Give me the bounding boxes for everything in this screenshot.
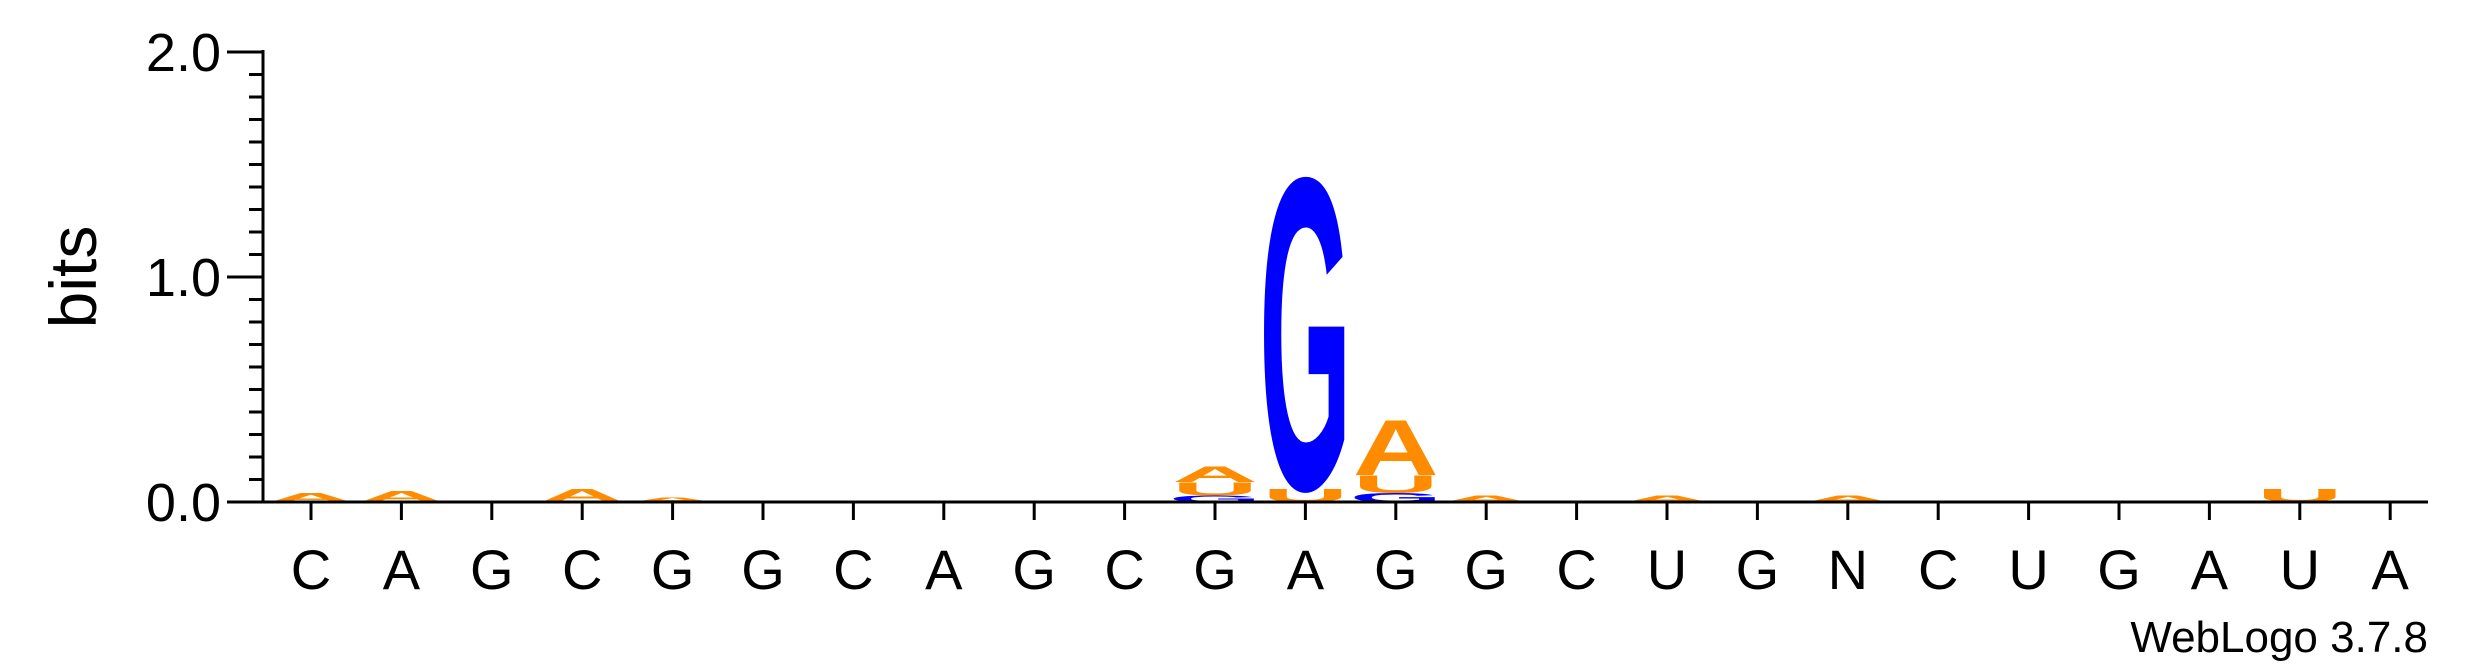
- logo-letter-a: A: [1172, 462, 1258, 486]
- position-label: G: [470, 538, 514, 601]
- position-label: G: [651, 538, 695, 601]
- position-label: U: [2008, 538, 2048, 601]
- y-axis: 0.0 1.0 2.0: [146, 23, 265, 533]
- position-label: G: [1736, 538, 1780, 601]
- position-label: G: [1374, 538, 1418, 601]
- logo-letter-a: A: [1443, 494, 1529, 505]
- position-label: A: [2191, 538, 2229, 601]
- position-label: C: [1556, 538, 1596, 601]
- logo-letter-u: U: [1172, 478, 1258, 499]
- position-label: G: [741, 538, 785, 601]
- y-axis-label: bits: [36, 226, 110, 329]
- weblogo-credit: WebLogo 3.7.8: [2130, 613, 2428, 662]
- position-label: G: [2097, 538, 2141, 601]
- position-label: C: [291, 538, 331, 601]
- position-label: U: [1647, 538, 1687, 601]
- logo-letter-u: U: [1353, 470, 1439, 498]
- position-label: C: [1918, 538, 1958, 601]
- y-tick-label: 1.0: [146, 248, 221, 308]
- position-label: A: [383, 538, 421, 601]
- position-label: N: [1828, 538, 1868, 601]
- logo-letter-a: A: [1353, 405, 1439, 492]
- logo-letter-a: A: [1805, 494, 1891, 505]
- position-label: C: [1104, 538, 1144, 601]
- logo-letter-a: A: [630, 496, 716, 503]
- position-label: G: [1464, 538, 1508, 601]
- position-label: U: [2280, 538, 2320, 601]
- position-label: G: [1012, 538, 1056, 601]
- position-label: A: [925, 538, 963, 601]
- y-tick-label: 2.0: [146, 23, 221, 83]
- logo-letter-g: G: [1169, 494, 1261, 505]
- position-label: A: [1287, 538, 1325, 601]
- position-label: C: [562, 538, 602, 601]
- position-label: C: [833, 538, 873, 601]
- logo-letter-a: A: [1624, 494, 1710, 505]
- position-label: A: [2372, 538, 2410, 601]
- y-tick-label: 0.0: [146, 473, 221, 533]
- position-label: G: [1193, 538, 1237, 601]
